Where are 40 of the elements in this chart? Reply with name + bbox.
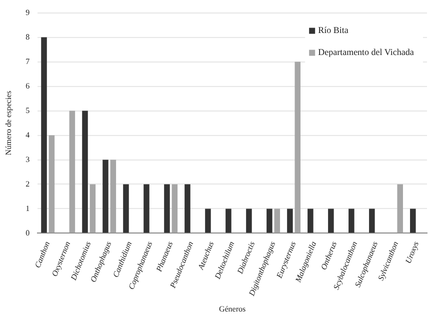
bar <box>184 184 190 233</box>
y-tick-label: 4 <box>26 130 30 140</box>
bar <box>90 184 96 233</box>
bar <box>205 208 211 233</box>
y-tick-label: 7 <box>26 56 30 66</box>
y-tick-label: 0 <box>26 228 30 238</box>
y-tick-label: 9 <box>26 8 30 17</box>
bar <box>294 62 301 233</box>
bar <box>69 110 76 233</box>
x-tick-label: Uroxys <box>404 240 421 265</box>
bar <box>287 208 293 233</box>
y-tick-label: 2 <box>26 179 30 188</box>
y-axis-title: Número de especies <box>4 90 13 156</box>
y-tick-label: 6 <box>26 81 30 90</box>
bar <box>397 184 403 233</box>
bar <box>110 160 116 233</box>
bar <box>82 110 88 233</box>
bar <box>172 184 178 233</box>
y-tick-label: 3 <box>26 154 30 164</box>
bar <box>274 208 280 233</box>
legend-label: Departamento del Vichada <box>318 47 414 58</box>
bar <box>226 208 232 233</box>
bar <box>48 135 55 233</box>
y-tick-label: 5 <box>26 106 30 115</box>
bar <box>348 208 354 233</box>
legend-label: Río Bita <box>318 25 348 36</box>
bar <box>328 208 334 233</box>
bar <box>164 184 170 233</box>
bar <box>308 208 314 233</box>
bar <box>369 208 375 233</box>
bar <box>102 160 108 233</box>
y-tick-label: 1 <box>26 204 30 213</box>
bar <box>41 37 47 233</box>
y-tick-label: 8 <box>26 32 30 42</box>
bar <box>144 184 150 233</box>
bar <box>266 208 272 233</box>
bar <box>410 208 416 233</box>
bar <box>123 184 129 233</box>
x-axis-title: Géneros <box>218 304 246 314</box>
bar <box>246 208 252 233</box>
